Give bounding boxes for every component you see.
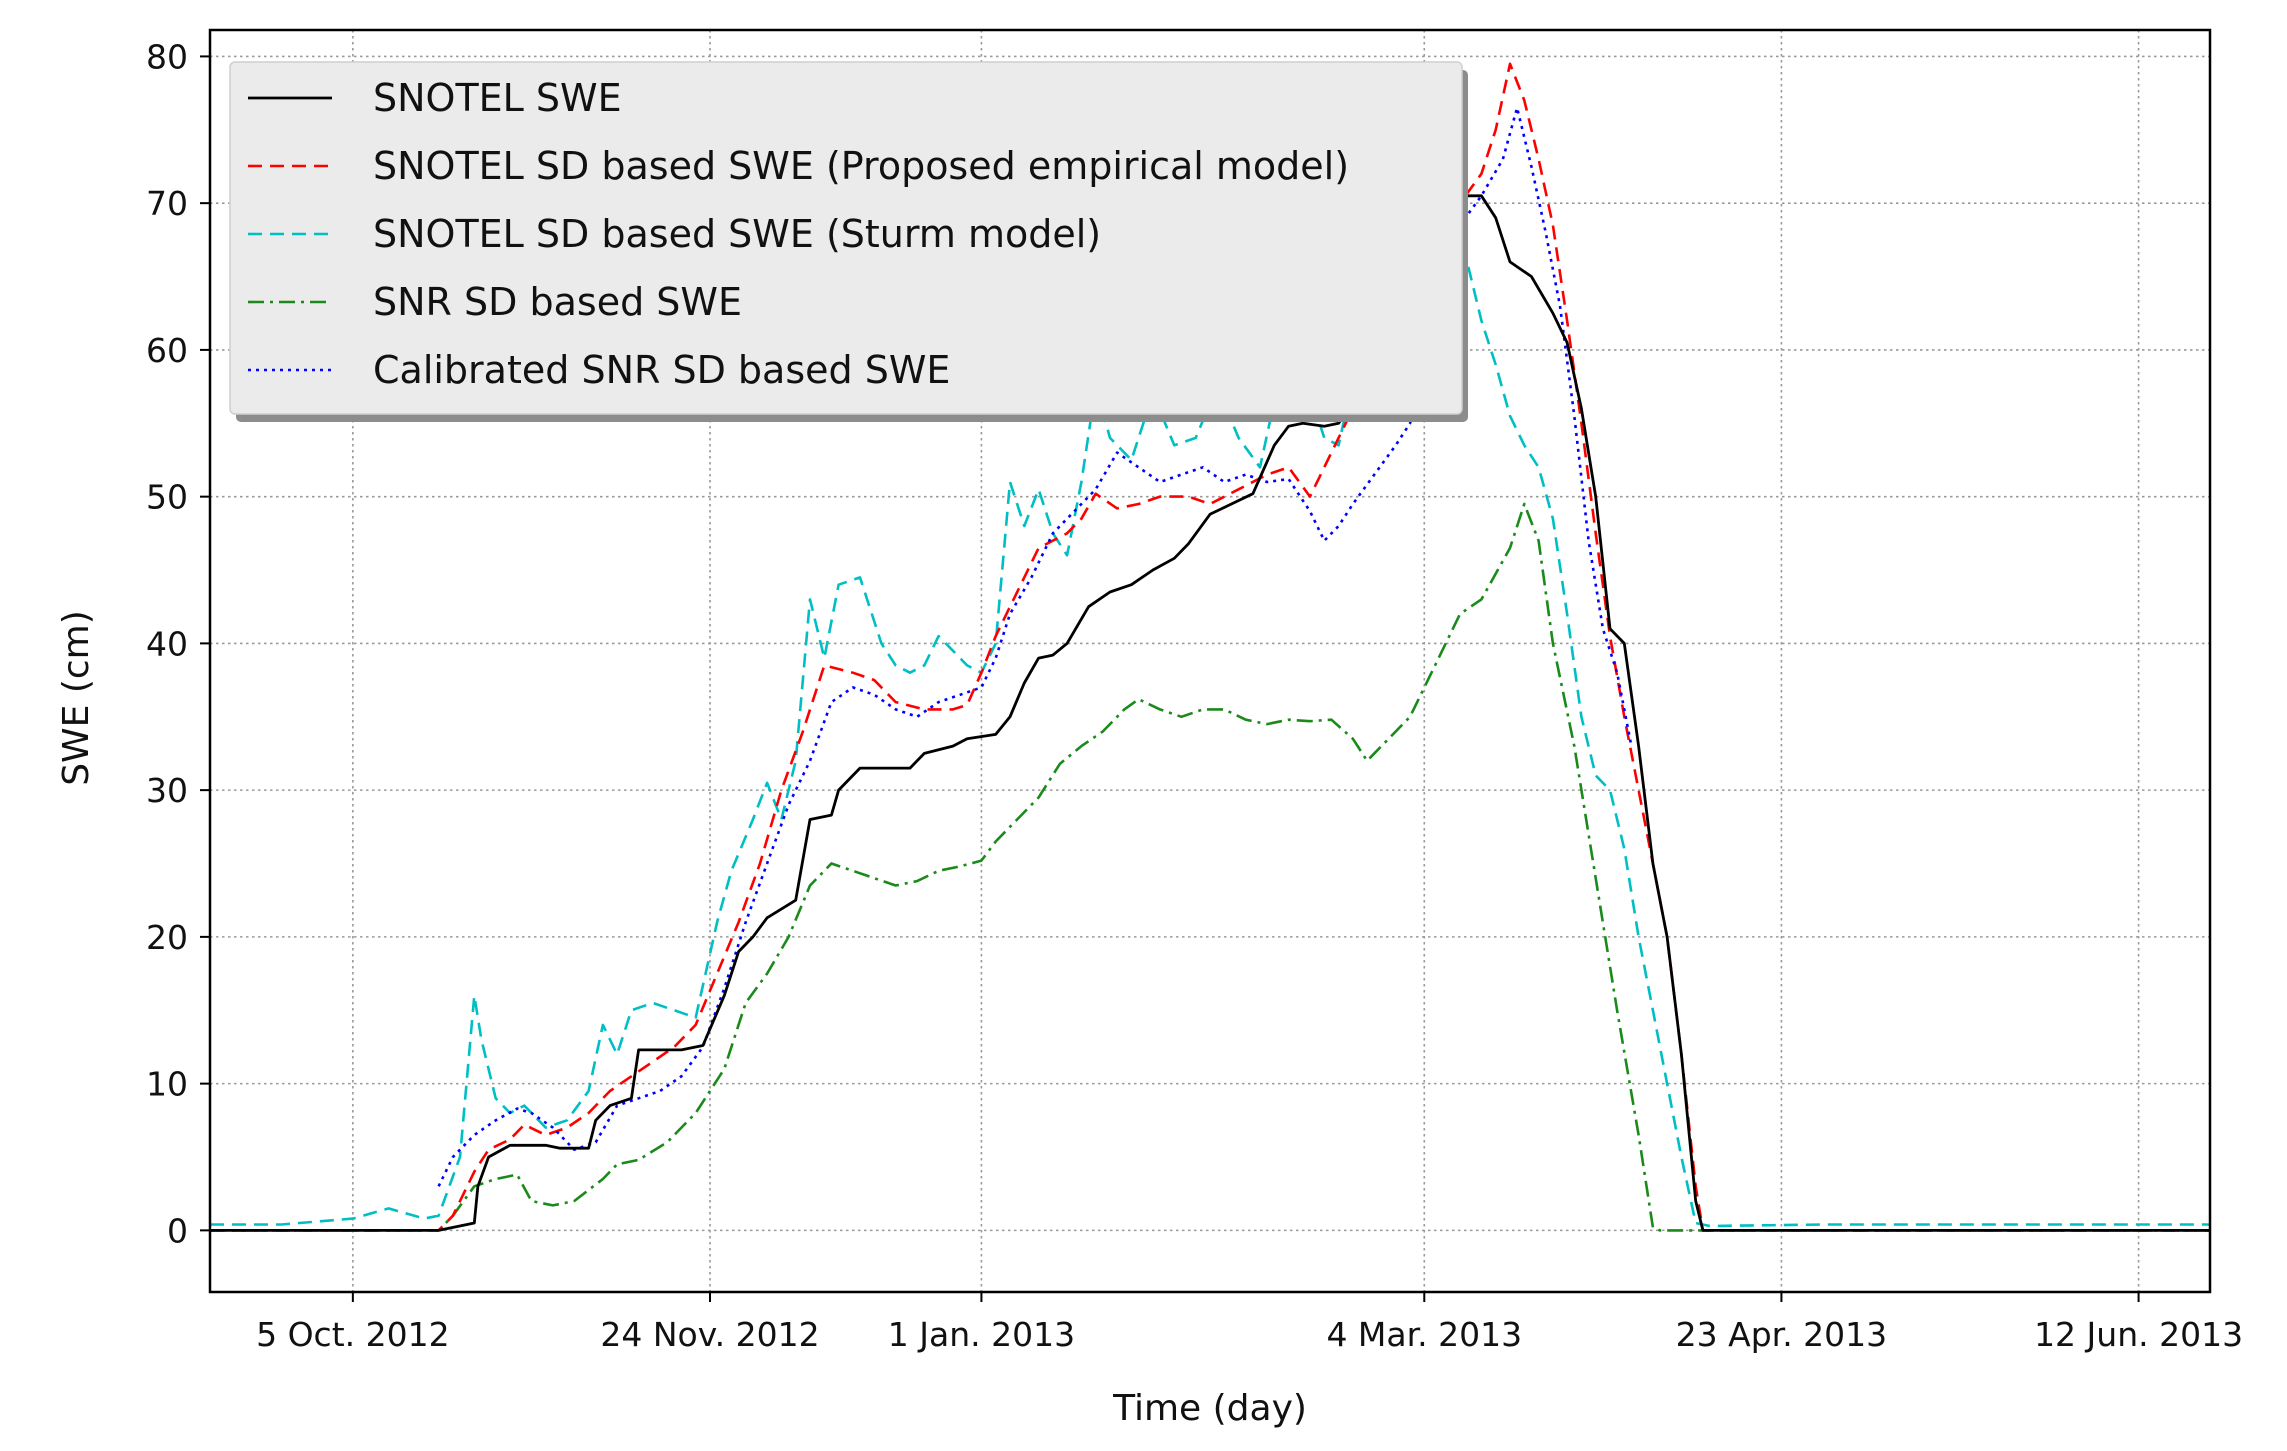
x-tick-label: 5 Oct. 2012 [256,1315,450,1354]
x-tick-label: 24 Nov. 2012 [600,1315,819,1354]
x-tick-label: 4 Mar. 2013 [1326,1315,1522,1354]
legend: SNOTEL SWE SNOTEL SD based SWE (Proposed … [229,61,1468,422]
y-tick-label: 80 [146,37,188,76]
y-axis-title: SWE (cm) [56,610,97,786]
series-layer [210,62,2210,1232]
legend-label-5: Calibrated SNR SD based SWE [373,348,950,392]
tick-layer: 5 Oct. 2012 24 Nov. 2012 1 Jan. 2013 4 Mar.… [146,37,2243,1354]
series-line-2 [210,62,2210,1232]
y-tick-label: 20 [146,918,188,957]
x-tick-label: 1 Jan. 2013 [888,1315,1075,1354]
y-tick-label: 10 [146,1065,188,1104]
x-tick-label: 12 Jun. 2013 [2034,1315,2243,1354]
legend-label-3: SNOTEL SD based SWE (Sturm model) [373,212,1101,256]
x-axis-title: Time (day) [1112,1388,1307,1429]
legend-entries: SNOTEL SWE SNOTEL SD based SWE (Proposed … [248,76,1349,392]
y-tick-label: 50 [146,478,188,517]
series-line-4 [210,502,2210,1232]
legend-label-2: SNOTEL SD based SWE (Proposed empirical … [373,144,1349,188]
y-tick-label: 0 [167,1211,188,1250]
y-tick-label: 40 [146,624,188,663]
legend-label-4: SNR SD based SWE [373,280,742,324]
series-line-3 [210,135,2210,1228]
y-tick-label: 70 [146,184,188,223]
series-line-1 [210,194,2210,1232]
legend-label-1: SNOTEL SWE [373,76,622,120]
plot-frame [208,28,2212,1294]
y-tick-label: 30 [146,771,188,810]
x-tick-label: 23 Apr. 2013 [1676,1315,1888,1354]
y-tick-label: 60 [146,331,188,370]
legend-box [229,61,1463,415]
